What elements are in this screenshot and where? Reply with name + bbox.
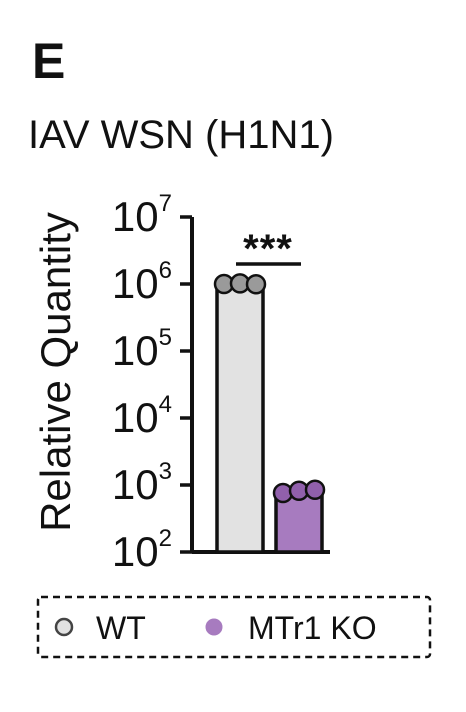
data-points [213,273,326,504]
y-axis: 102 103 104 105 106 107 [112,190,330,575]
chart-title: IAV WSN (H1N1) [28,113,334,157]
y-tick-label-2: 104 [112,391,172,441]
bars [215,282,324,554]
legend-label-mtr1-ko: MTr1 KO [248,610,377,646]
y-tick-label-4: 106 [112,257,172,307]
legend-marker-wt [54,617,74,637]
legend-marker-mtr1-ko [205,618,223,636]
significance-annotation: *** [236,227,301,271]
bar-mtr1-ko [274,489,324,554]
legend: WT MTr1 KO [36,595,432,659]
y-tick-label-3: 105 [112,324,172,374]
y-axis-label: Relative Quantity [32,212,79,532]
point-wt-2 [245,274,267,295]
bar-wt [215,282,265,554]
point-mtr1-ko-2 [304,479,326,500]
legend-box [36,595,432,659]
legend-label-wt: WT [96,610,146,646]
y-tick-label-0: 102 [112,525,172,575]
y-tick-label-5: 107 [112,190,172,240]
y-tick-label-1: 103 [112,458,172,508]
panel-label: E [32,33,65,89]
significance-label: *** [243,227,293,271]
